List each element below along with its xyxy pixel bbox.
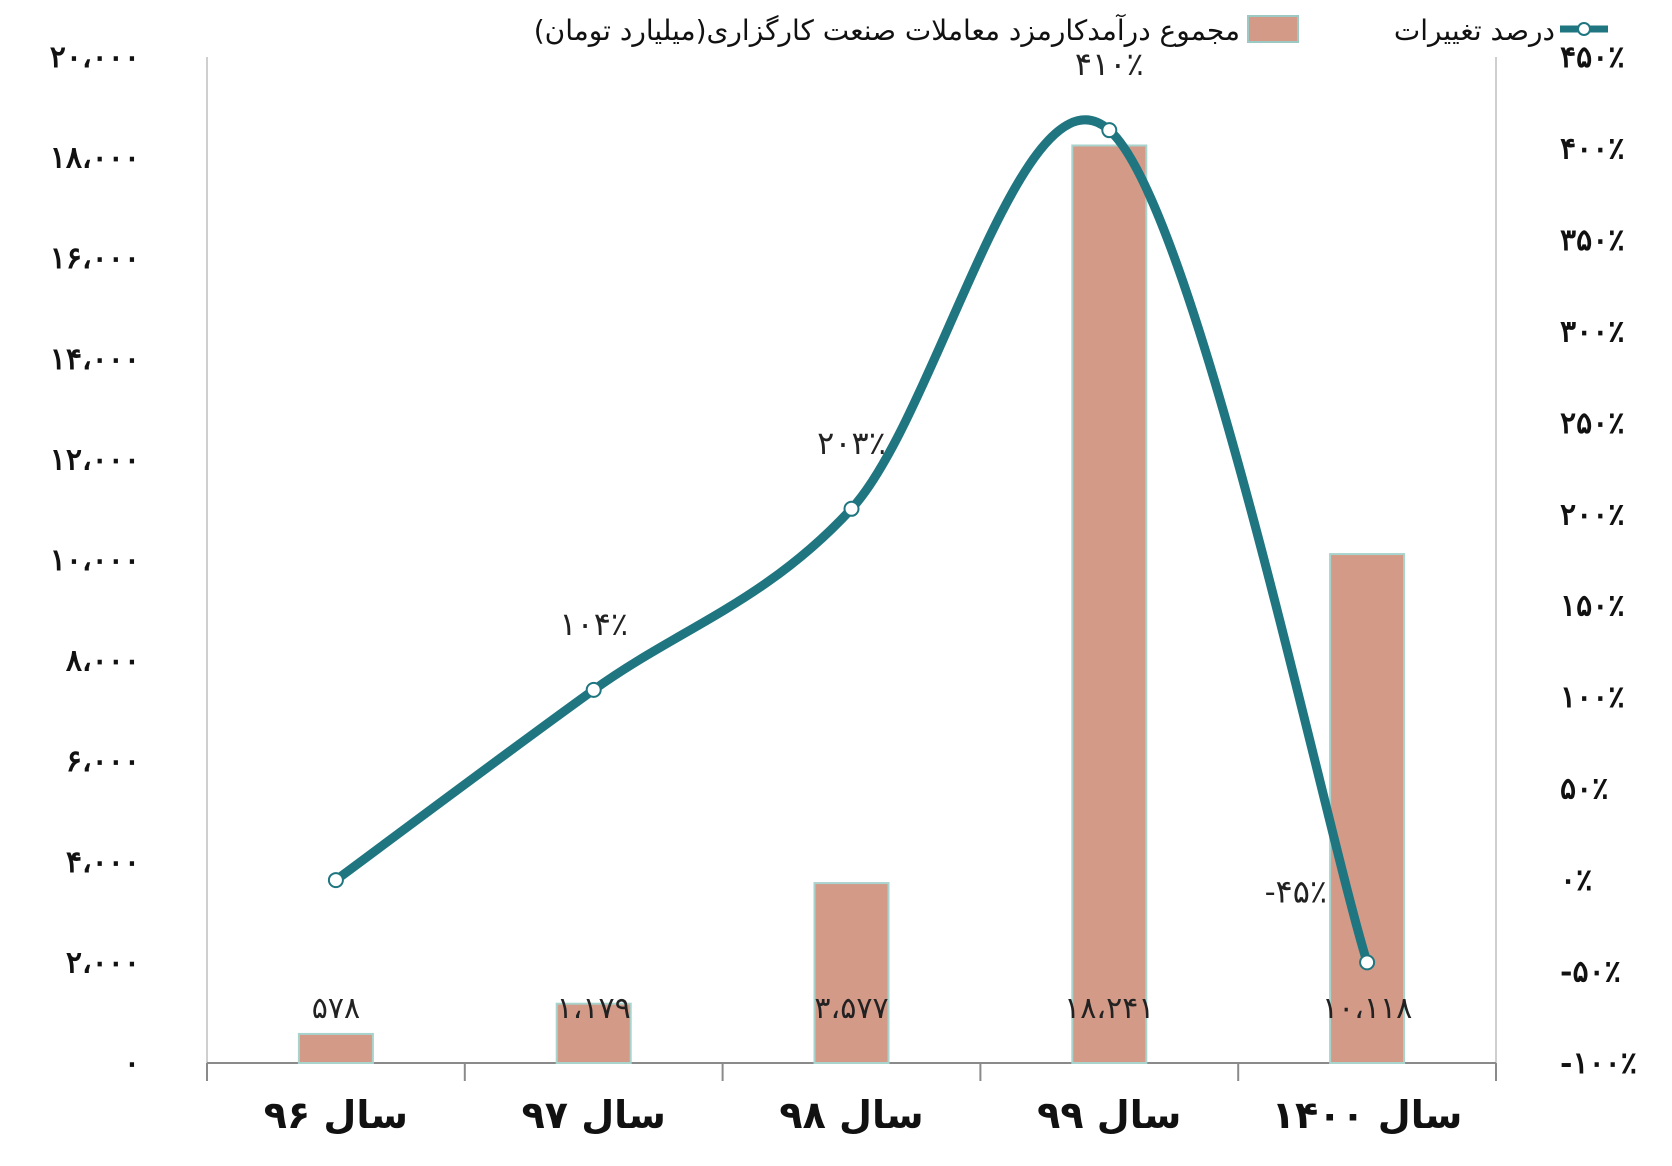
right-tick-label: ۲۵۰٪	[1560, 406, 1624, 441]
legend-bar-swatch	[1247, 15, 1299, 43]
category-label: سال ۱۴۰۰	[1272, 1093, 1463, 1137]
right-tick-label: ۵۰٪	[1560, 772, 1608, 807]
legend-line-marker	[1577, 22, 1591, 36]
left-tick-label: ۸،۰۰۰	[66, 644, 140, 679]
right-tick-label: ۱۵۰٪	[1560, 589, 1624, 624]
line-point	[1101, 122, 1118, 139]
bar-value-labels: ۵۷۸ ۱،۱۷۹ ۳،۵۷۷ ۱۸،۲۴۱ ۱۰،۱۱۸	[312, 991, 1412, 1026]
right-tick-label: ۲۰۰٪	[1560, 497, 1624, 532]
left-tick-label: ۲۰،۰۰۰	[50, 40, 140, 75]
line-value-label: ۴۱۰٪	[1075, 45, 1144, 83]
bar	[1071, 144, 1148, 1064]
line-point	[585, 681, 602, 698]
left-tick-label: ۱۸،۰۰۰	[50, 141, 140, 176]
right-tick-label: ۳۵۰٪	[1560, 223, 1624, 258]
line-series	[327, 115, 1376, 971]
left-tick-label: ۴،۰۰۰	[66, 845, 140, 880]
left-tick-label: ۱۰،۰۰۰	[50, 543, 140, 578]
right-tick-label: -۵۰٪	[1560, 955, 1621, 990]
right-tick-label: ۱۰۰٪	[1560, 680, 1624, 715]
bar	[297, 1032, 374, 1065]
line-path	[331, 115, 1372, 967]
bar-value-label: ۱،۱۷۹	[557, 991, 631, 1026]
line-value-label: ۱۰۴٪	[559, 605, 628, 643]
bar-value-label: ۱۸،۲۴۱	[1064, 991, 1154, 1026]
legend-bar-label: مجموع درآمدکارمزد معاملات صنعت کارگزاری(…	[534, 14, 1240, 47]
bar-series	[297, 144, 1406, 1065]
legend-line-label: درصد تغییرات	[1394, 14, 1555, 47]
x-axis-ticks	[206, 1063, 1497, 1081]
left-tick-label: ۰	[124, 1046, 140, 1081]
legend: مجموع درآمدکارمزد معاملات صنعت کارگزاری(…	[534, 14, 1608, 47]
right-tick-label: ۳۰۰٪	[1560, 314, 1624, 349]
left-tick-label: ۱۲،۰۰۰	[50, 442, 140, 477]
line-value-label: -۴۵٪	[1265, 872, 1327, 910]
line-value-labels: ۱۰۴٪ ۲۰۳٪ ۴۱۰٪ -۴۵٪	[559, 45, 1327, 910]
right-axis-ticks: -۱۰۰٪ -۵۰٪ ۰٪ ۵۰٪ ۱۰۰٪ ۱۵۰٪ ۲۰۰٪ ۲۵۰٪ ۳۰۰٪ ۳۵۰٪ ۴۰…	[1560, 40, 1637, 1081]
bar-value-label: ۱۰،۱۱۸	[1322, 991, 1412, 1026]
left-tick-label: ۱۴،۰۰۰	[50, 342, 140, 377]
line-point	[1359, 954, 1376, 971]
line-point	[327, 872, 344, 889]
left-tick-label: ۶،۰۰۰	[66, 744, 140, 779]
line-value-label: ۲۰۳٪	[817, 424, 886, 462]
category-labels: سال ۹۶ سال ۹۷ سال ۹۸ سال ۹۹ سال ۱۴۰۰	[264, 1093, 1463, 1137]
category-label: سال ۹۶	[264, 1093, 408, 1137]
bar-value-label: ۳،۵۷۷	[814, 991, 888, 1026]
bar	[813, 882, 890, 1064]
category-label: سال ۹۷	[522, 1093, 666, 1137]
left-tick-label: ۲،۰۰۰	[66, 945, 140, 980]
line-point	[843, 500, 860, 517]
bar-value-label: ۵۷۸	[312, 991, 360, 1026]
bar	[1329, 553, 1406, 1064]
right-tick-label: ۰٪	[1560, 863, 1592, 898]
category-label: سال ۹۸	[779, 1093, 923, 1137]
left-axis-ticks: ۰ ۲،۰۰۰ ۴،۰۰۰ ۶،۰۰۰ ۸،۰۰۰ ۱۰،۰۰۰ ۱۲،۰۰۰ ۱۴،۰۰۰ ۱…	[50, 40, 140, 1081]
category-label: سال ۹۹	[1037, 1093, 1181, 1137]
right-tick-label: ۴۰۰٪	[1560, 131, 1624, 166]
right-tick-label: -۱۰۰٪	[1560, 1046, 1637, 1081]
left-tick-label: ۱۶،۰۰۰	[50, 241, 140, 276]
right-tick-label: ۴۵۰٪	[1560, 40, 1624, 75]
bar	[555, 1002, 632, 1064]
